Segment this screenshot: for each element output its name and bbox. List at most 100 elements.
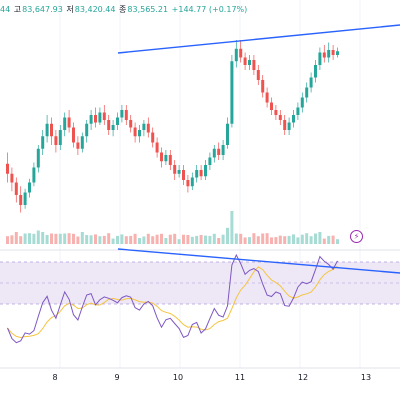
volume-bar (265, 233, 269, 244)
volume-bar (239, 233, 243, 244)
rsi-moving-average (7, 265, 338, 339)
volume-bar (336, 239, 339, 244)
candle-body (41, 136, 45, 149)
volume-bar (283, 236, 287, 244)
candle-body (287, 122, 291, 130)
candle-body (133, 127, 137, 137)
candle-body (32, 167, 36, 183)
volume-bar (314, 233, 317, 244)
candle-body (28, 182, 31, 193)
close-label: 종 (119, 5, 127, 14)
candle-body (85, 123, 89, 137)
volume-bar (195, 235, 199, 244)
candle-body (155, 142, 159, 153)
volume-bar (318, 232, 322, 244)
candle-body (173, 165, 177, 174)
candle-body (195, 170, 199, 178)
volume-bar (67, 233, 71, 244)
volume-bar (54, 233, 58, 244)
candle-body (80, 136, 84, 149)
volume-bar (234, 233, 238, 244)
change-value: +144.77 (+0.17%) (171, 5, 248, 14)
time-tick-label: 8 (52, 373, 57, 382)
candle-body (265, 92, 269, 103)
volume-bar (164, 238, 168, 244)
candle-body (63, 117, 67, 130)
candle-body (217, 148, 221, 155)
time-tick-label: 9 (114, 373, 119, 382)
volume-bar (36, 230, 40, 244)
candle-body (89, 115, 93, 124)
volume-bar (160, 233, 163, 244)
volume-bar (85, 235, 89, 244)
volume-bar (94, 234, 97, 244)
candle-body (336, 51, 339, 55)
rsi-trendline[interactable] (117, 248, 400, 274)
price-trendline[interactable] (117, 24, 400, 54)
volume-bar (146, 233, 150, 244)
volume-bar (120, 234, 124, 244)
candle-body (309, 77, 313, 88)
candle-body (270, 102, 273, 110)
candle-body (168, 155, 172, 165)
close-value: 83,565.21 (127, 5, 169, 14)
volume-bar (177, 239, 181, 244)
volume-bar (23, 233, 27, 244)
volume-bar (292, 234, 295, 244)
candle-body (208, 157, 212, 165)
volume-bar (50, 233, 53, 244)
time-tick-label: 13 (361, 373, 371, 382)
candle-body (76, 142, 80, 149)
candle-body (292, 115, 295, 123)
low-value: 83,420.44 (74, 5, 116, 14)
candle-body (239, 48, 243, 58)
volume-bar (168, 234, 172, 244)
volume-bar (208, 235, 212, 244)
candle-body (248, 60, 251, 65)
candle-body (177, 170, 181, 174)
volume-bar (296, 237, 300, 244)
time-axis: 8 9 10 11 12 13 (52, 373, 371, 382)
candle-body (331, 50, 335, 55)
volume-bar (190, 236, 194, 244)
candle-body (164, 155, 168, 162)
volume-bar (63, 233, 67, 244)
candle-body (6, 163, 9, 174)
volume-bar (186, 235, 190, 244)
candle-body (226, 123, 229, 145)
candle-body (318, 52, 322, 65)
volume-bar (256, 236, 260, 244)
high-value: 83,647.93 (22, 5, 63, 14)
volume-bar (248, 237, 251, 244)
candle-body (54, 136, 58, 145)
candle-body (314, 65, 317, 78)
candle-body (274, 110, 278, 115)
candle-body (58, 130, 62, 145)
candle-body (45, 123, 49, 137)
candle-body (146, 123, 150, 133)
candle-body (327, 50, 331, 58)
candle-body (296, 107, 300, 115)
candle-body (116, 117, 119, 125)
volume-bar (116, 235, 119, 244)
volume-bars (6, 211, 339, 244)
volume-bar (58, 233, 62, 244)
volume-bar (80, 232, 84, 244)
candle-body (50, 123, 53, 137)
volume-bar (309, 236, 313, 244)
candle-body (221, 145, 225, 155)
candle-body (98, 112, 102, 123)
lightning-bolt-icon[interactable]: ⚡ (350, 230, 363, 243)
volume-bar (107, 233, 111, 244)
candle-body (283, 120, 287, 130)
volume-bar (243, 237, 247, 244)
volume-bar (28, 233, 31, 244)
volume-bar (111, 238, 115, 244)
volume-bar (76, 236, 80, 244)
candle-body (234, 48, 238, 62)
volume-bar (173, 233, 177, 244)
volume-bar (133, 233, 137, 244)
candle-body (230, 61, 234, 124)
